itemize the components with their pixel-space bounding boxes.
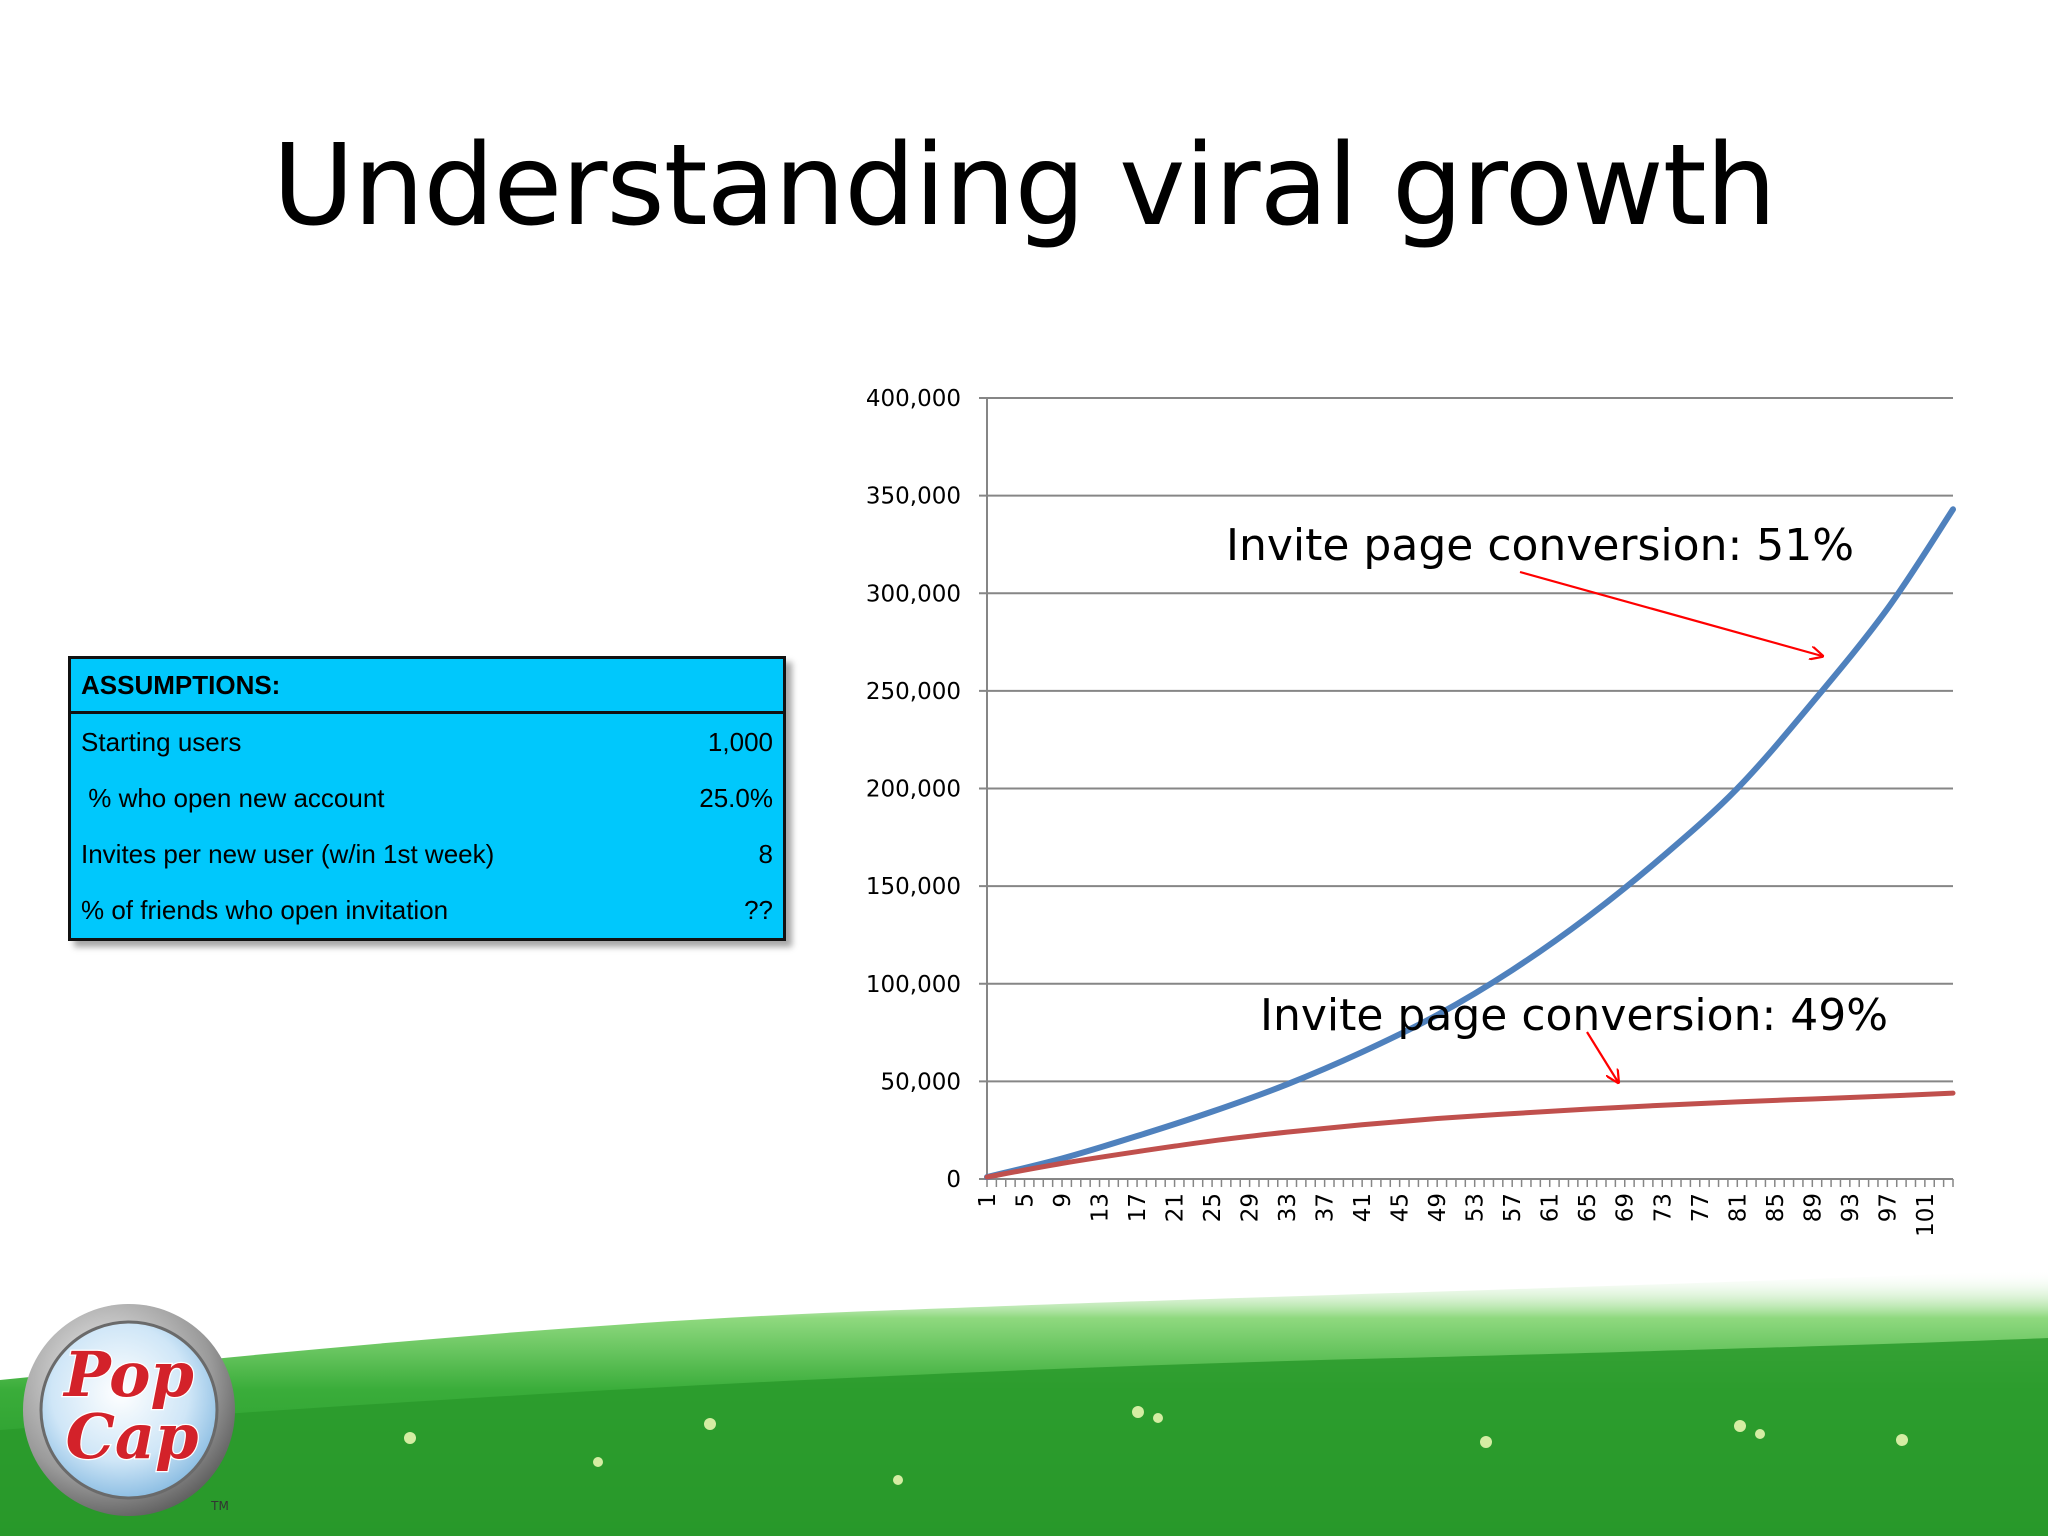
y-tick-label: 300,000 bbox=[866, 581, 961, 607]
y-tick-label: 0 bbox=[946, 1167, 961, 1193]
x-tick-label: 25 bbox=[1200, 1193, 1226, 1222]
series-line-1 bbox=[984, 506, 1956, 1181]
x-tick-label: 1 bbox=[975, 1193, 1001, 1208]
row-label: Starting users bbox=[81, 727, 242, 757]
x-tick-labels: 1 5 9 13 17 21 25 29 33 37 41 45 49 53 57 61 65 69 73 77 81 8… bbox=[975, 1193, 1939, 1237]
x-tick-label: 61 bbox=[1538, 1193, 1564, 1222]
logo-text-pop: Pop bbox=[62, 1338, 194, 1411]
x-tick-label: 69 bbox=[1613, 1193, 1639, 1222]
x-tick-label: 73 bbox=[1650, 1193, 1676, 1222]
annotation-49-arrow bbox=[1586, 1031, 1618, 1082]
x-tick-label: 5 bbox=[1013, 1193, 1039, 1208]
y-tick-label: 250,000 bbox=[866, 679, 961, 705]
slide-title: Understanding viral growth bbox=[272, 121, 1776, 251]
x-tick-label: 89 bbox=[1800, 1193, 1826, 1222]
grass-footer bbox=[0, 1270, 2048, 1536]
assumptions-table: ASSUMPTIONS: Starting users 1,000 % who … bbox=[68, 656, 786, 941]
annotation-51: Invite page conversion: 51% bbox=[1226, 520, 1854, 571]
x-tick-label: 77 bbox=[1688, 1193, 1714, 1222]
series-line-2 bbox=[984, 1090, 1956, 1180]
x-tick-label: 29 bbox=[1238, 1193, 1264, 1222]
x-tick-label: 53 bbox=[1463, 1193, 1489, 1222]
x-tick-label: 97 bbox=[1875, 1193, 1901, 1222]
x-tick-label: 45 bbox=[1388, 1193, 1414, 1222]
gridlines bbox=[979, 397, 1953, 1083]
annotation-51-arrow bbox=[1519, 570, 1822, 656]
logo-trademark: TM bbox=[210, 1499, 229, 1513]
x-tick-label: 9 bbox=[1050, 1193, 1076, 1208]
logo-text-cap: Cap bbox=[66, 1400, 199, 1473]
y-tick-label: 350,000 bbox=[866, 484, 961, 510]
row-value: 1,000 bbox=[707, 727, 773, 757]
x-tick-label: 37 bbox=[1313, 1193, 1339, 1222]
x-tick-label: 41 bbox=[1350, 1193, 1376, 1222]
y-tick-label: 100,000 bbox=[866, 972, 961, 998]
x-tick-label: 49 bbox=[1425, 1193, 1451, 1222]
x-tick-label: 33 bbox=[1275, 1193, 1301, 1222]
row-label: % who open new account bbox=[81, 783, 385, 813]
assumptions-header: ASSUMPTIONS: bbox=[71, 659, 783, 714]
y-tick-label: 400,000 bbox=[866, 386, 961, 412]
row-value: 25.0% bbox=[699, 783, 773, 813]
viral-growth-chart: 0 50,000 100,000 150,000 200,000 250,000 300,0… bbox=[866, 386, 1956, 1237]
series-lines bbox=[984, 506, 1956, 1181]
row-value: ?? bbox=[744, 895, 773, 925]
x-tick-label: 57 bbox=[1500, 1193, 1526, 1222]
y-tick-label: 150,000 bbox=[866, 874, 961, 900]
y-tick-label: 200,000 bbox=[866, 777, 961, 803]
row-value: 8 bbox=[758, 839, 773, 869]
x-tick-label: 101 bbox=[1913, 1193, 1939, 1237]
axes bbox=[979, 398, 1954, 1187]
row-label: Invites per new user (w/in 1st week) bbox=[81, 839, 495, 869]
annotations: Invite page conversion: 51% Invite page … bbox=[1226, 520, 1888, 1082]
x-tick-label: 81 bbox=[1725, 1193, 1751, 1222]
x-tick-label: 17 bbox=[1125, 1193, 1151, 1222]
annotation-49: Invite page conversion: 49% bbox=[1260, 990, 1888, 1041]
x-tick-label: 93 bbox=[1838, 1193, 1864, 1222]
table-row: Invites per new user (w/in 1st week) 8 bbox=[71, 826, 783, 882]
row-label: % of friends who open invitation bbox=[81, 895, 449, 925]
x-tick-label: 85 bbox=[1763, 1193, 1789, 1222]
y-tick-label: 50,000 bbox=[881, 1069, 961, 1095]
x-tick-label: 13 bbox=[1088, 1193, 1114, 1222]
x-tick-label: 65 bbox=[1575, 1193, 1601, 1222]
y-tick-labels: 0 50,000 100,000 150,000 200,000 250,000 300,0… bbox=[866, 386, 961, 1193]
table-row: % who open new account 25.0% bbox=[71, 770, 783, 826]
table-row: Starting users 1,000 bbox=[71, 714, 783, 770]
x-tick-label: 21 bbox=[1163, 1193, 1189, 1222]
popcap-logo: Pop Cap TM bbox=[23, 1304, 235, 1516]
table-row: % of friends who open invitation ?? bbox=[71, 882, 783, 938]
